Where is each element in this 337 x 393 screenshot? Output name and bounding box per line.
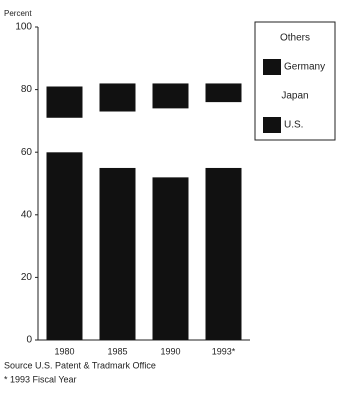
bar-segment — [99, 83, 136, 112]
bar-segment — [152, 177, 189, 340]
legend-label: Germany — [284, 62, 325, 73]
x-tick-label: 1980 — [54, 346, 74, 356]
bar-segment — [99, 111, 136, 168]
x-tick-label: 1990 — [160, 346, 180, 356]
bar-segment — [152, 83, 189, 109]
bar-segment — [99, 167, 136, 340]
y-tick-label: 40 — [21, 209, 33, 220]
y-tick-label: 0 — [26, 335, 32, 346]
y-axis-label: Percent — [4, 9, 32, 18]
bar-segment — [46, 152, 83, 340]
legend-swatch — [263, 88, 281, 104]
source: Source U.S. Patent & Tradmark Office — [4, 360, 156, 370]
legend-label: U.S. — [284, 120, 303, 131]
y-tick-label: 20 — [21, 272, 33, 283]
y-tick-label: 60 — [21, 147, 33, 158]
legend-swatch — [263, 117, 281, 133]
legend-swatch — [263, 30, 281, 46]
bar-segment — [205, 83, 242, 103]
legend-swatch — [263, 59, 281, 75]
bar-segment — [205, 27, 242, 84]
y-tick-label: 100 — [15, 22, 32, 33]
bar-segment — [46, 117, 83, 153]
bar-segment — [46, 86, 83, 118]
legend-label: Others — [280, 33, 310, 44]
legend-label: Japan — [281, 91, 308, 102]
legend-box — [254, 21, 336, 141]
footnote: * 1993 Fiscal Year — [4, 374, 77, 384]
y-tick-label: 80 — [21, 84, 33, 95]
bar-segment — [152, 27, 189, 84]
bar-segment — [205, 167, 242, 340]
bar-segment — [46, 27, 83, 87]
bar-segment — [205, 102, 242, 168]
x-tick-label: 1993* — [212, 346, 236, 356]
x-tick-label: 1985 — [107, 346, 127, 356]
bar-segment — [152, 108, 189, 178]
bar-segment — [99, 27, 136, 84]
